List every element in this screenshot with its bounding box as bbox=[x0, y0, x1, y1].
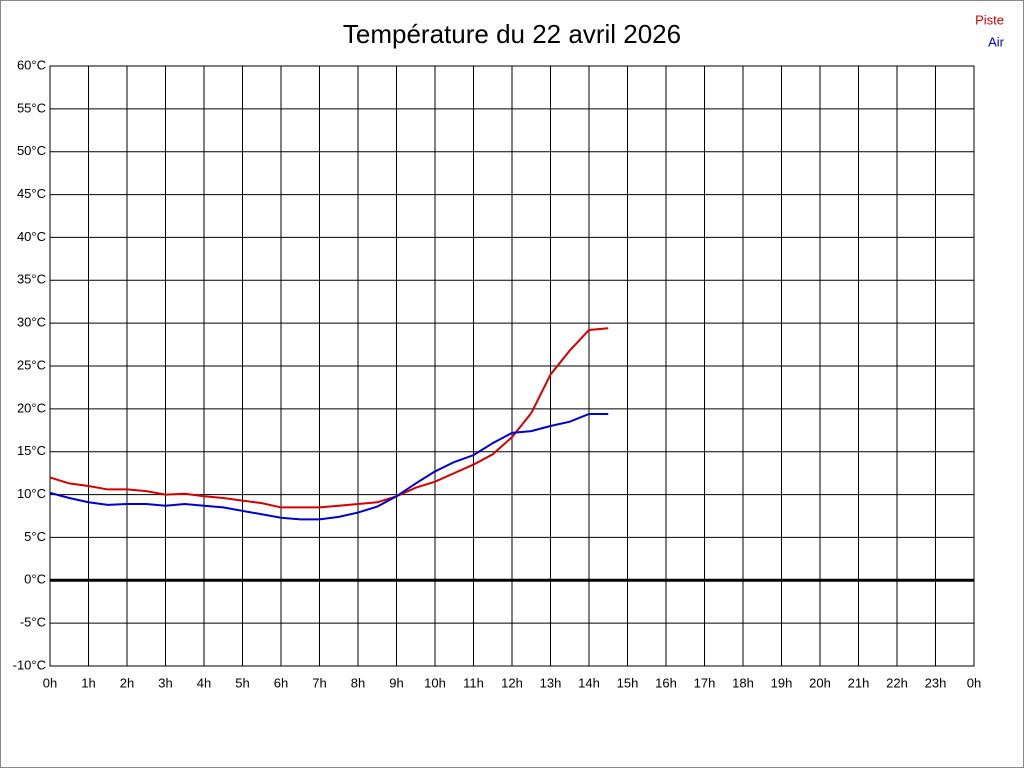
y-tick-label: 35°C bbox=[17, 272, 46, 287]
legend-label: Piste bbox=[975, 12, 1004, 27]
x-tick-label: 0h bbox=[967, 675, 981, 690]
x-tick-label: 8h bbox=[351, 675, 365, 690]
y-tick-label: -5°C bbox=[20, 615, 46, 630]
x-tick-label: 9h bbox=[389, 675, 403, 690]
y-tick-label: 5°C bbox=[24, 529, 46, 544]
x-tick-label: 16h bbox=[655, 675, 677, 690]
y-tick-label: 45°C bbox=[17, 186, 46, 201]
x-tick-label: 3h bbox=[158, 675, 172, 690]
legend-label: Air bbox=[988, 34, 1005, 49]
x-tick-label: 19h bbox=[771, 675, 793, 690]
x-tick-label: 18h bbox=[732, 675, 754, 690]
y-tick-label: 30°C bbox=[17, 315, 46, 330]
y-tick-label: 40°C bbox=[17, 229, 46, 244]
y-tick-label: 20°C bbox=[17, 400, 46, 415]
y-tick-label: 25°C bbox=[17, 357, 46, 372]
x-tick-label: 6h bbox=[274, 675, 288, 690]
y-tick-label: -10°C bbox=[13, 657, 46, 672]
x-tick-label: 22h bbox=[886, 675, 908, 690]
x-tick-label: 15h bbox=[617, 675, 639, 690]
plot-border bbox=[49, 65, 975, 667]
x-tick-label: 2h bbox=[120, 675, 134, 690]
y-tick-label: 55°C bbox=[17, 100, 46, 115]
x-tick-label: 13h bbox=[540, 675, 562, 690]
line-series bbox=[49, 413, 609, 521]
y-tick-label: 10°C bbox=[17, 486, 46, 501]
x-tick-label: 20h bbox=[809, 675, 831, 690]
x-tick-label: 21h bbox=[848, 675, 870, 690]
y-tick-label: 15°C bbox=[17, 443, 46, 458]
x-tick-label: 1h bbox=[81, 675, 95, 690]
y-tick-label: 60°C bbox=[17, 57, 46, 72]
x-tick-label: 10h bbox=[424, 675, 446, 690]
x-tick-label: 17h bbox=[694, 675, 716, 690]
x-tick-label: 14h bbox=[578, 675, 600, 690]
x-tick-label: 12h bbox=[501, 675, 523, 690]
x-tick-label: 5h bbox=[235, 675, 249, 690]
x-tick-label: 7h bbox=[312, 675, 326, 690]
x-tick-label: 0h bbox=[43, 675, 57, 690]
x-tick-label: 23h bbox=[925, 675, 947, 690]
y-tick-label: 0°C bbox=[24, 572, 46, 587]
x-tick-label: 11h bbox=[463, 675, 484, 690]
chart-title: Température du 22 avril 2026 bbox=[343, 19, 681, 49]
y-tick-label: 50°C bbox=[17, 143, 46, 158]
x-tick-label: 4h bbox=[197, 675, 211, 690]
